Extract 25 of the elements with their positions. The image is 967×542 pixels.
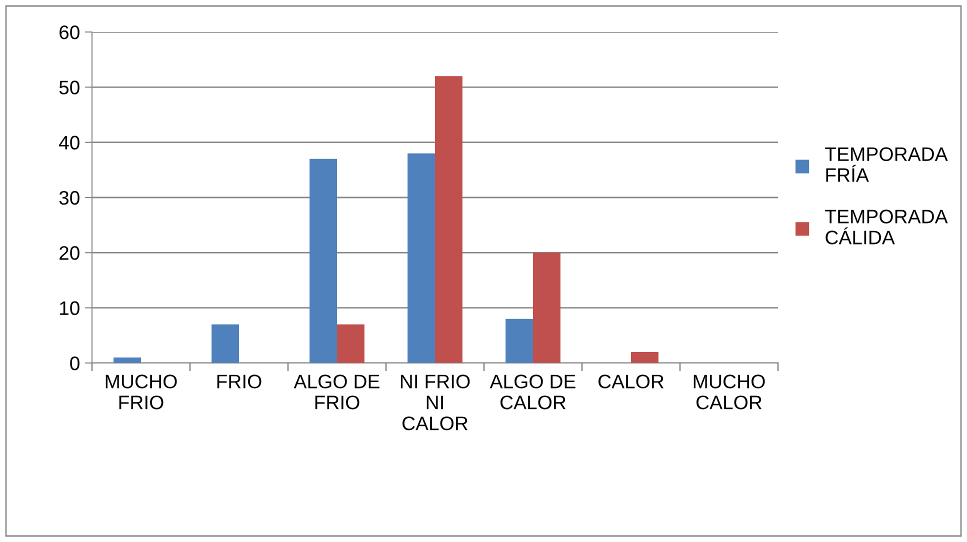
bar (631, 352, 658, 363)
bar (310, 158, 337, 363)
bar (212, 324, 239, 363)
bar (337, 324, 364, 363)
y-tick-label: 10 (60, 301, 80, 316)
y-tick-label: 30 (59, 190, 80, 205)
y-tick-label: 0 (70, 356, 80, 370)
bar (114, 357, 141, 363)
bar (435, 76, 462, 363)
legend-label: TEMPORADA FRÍA (825, 147, 948, 182)
x-tick-label: MUCHO FRIO (106, 374, 177, 410)
bar (506, 318, 533, 363)
y-tick-label: 40 (59, 136, 80, 150)
y-tick-label: 50 (59, 80, 80, 94)
x-tick-label: FRIO (217, 374, 262, 388)
x-tick-label: ALGO DE CALOR (490, 374, 576, 410)
y-tick-label: 60 (60, 25, 80, 40)
x-tick-label: MUCHO CALOR (694, 374, 765, 410)
bar (408, 153, 435, 363)
x-tick-label: NI FRIO NI CALOR (400, 374, 470, 430)
legend-label: TEMPORADA CÁLIDA (825, 210, 948, 244)
bar (533, 252, 560, 363)
y-tick-label: 20 (60, 246, 80, 260)
x-tick-label: ALGO DE FRIO (294, 374, 380, 410)
x-tick-label: CALOR (598, 374, 664, 388)
